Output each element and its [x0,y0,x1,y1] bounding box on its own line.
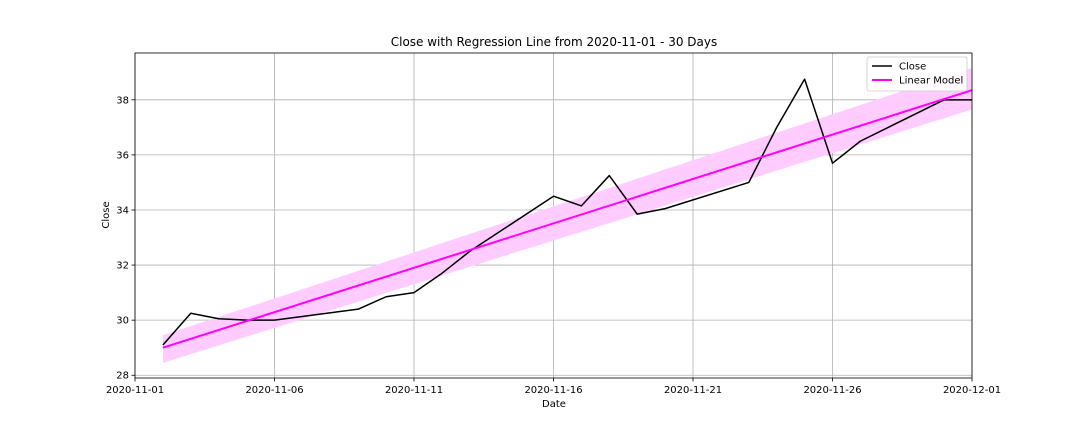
legend-label-linear-model: Linear Model [899,76,963,87]
series-line-close [162,78,972,346]
y-tick-label: 32 [116,261,129,272]
y-tick-label: 34 [116,205,129,216]
x-tick-label: 2020-11-01 [106,385,164,396]
series-line-linear-model [162,89,973,349]
x-tick-label: 2020-11-11 [385,385,443,396]
x-tick-label: 2020-11-16 [524,385,582,396]
x-tick-label: 2020-11-21 [664,385,722,396]
tick-layer: 2020-11-01 2020-11-06 2020-11-11 2020-11-16… [106,95,1001,396]
grid-layer [134,53,973,378]
chart-title: Close with Regression Line from 2020-11-… [391,35,718,49]
x-tick-label: 2020-11-26 [803,385,861,396]
y-tick-label: 38 [116,95,129,106]
x-axis-label: Date [542,399,566,410]
y-axis-label: Close [101,201,112,228]
x-tick-label: 2020-12-01 [943,385,1001,396]
legend: Close Linear Model [866,56,968,92]
x-tick-label: 2020-11-06 [245,385,303,396]
y-tick-label: 30 [116,316,129,327]
y-tick-label: 36 [116,150,129,161]
series-layer [162,78,973,349]
legend-label-close: Close [899,62,926,73]
y-tick-label: 28 [116,371,129,382]
